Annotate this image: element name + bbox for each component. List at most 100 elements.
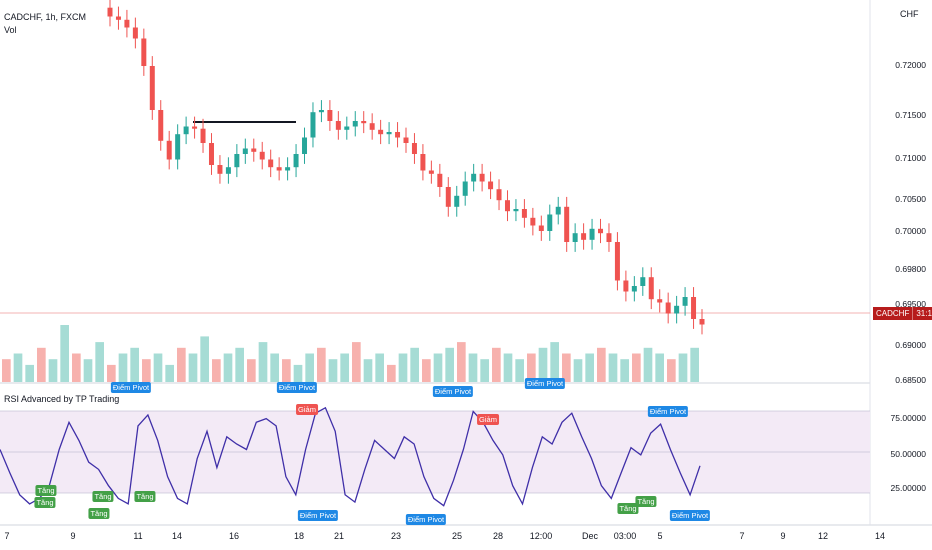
candle-body	[318, 110, 324, 113]
candle-body	[657, 299, 663, 303]
volume-bar	[678, 353, 688, 382]
volume-bar	[72, 353, 81, 382]
candle-body	[369, 123, 375, 130]
volume-bar	[270, 353, 279, 382]
candle-body	[530, 217, 536, 226]
time-tick: 7	[739, 531, 745, 541]
candle-body	[344, 126, 350, 130]
volume-bar	[153, 353, 163, 382]
bullish-tag: Tăng	[635, 496, 657, 507]
volume-bar	[457, 342, 466, 382]
price-tick: 0.72000	[895, 60, 926, 70]
volume-bar	[13, 353, 23, 382]
price-tick: 0.68500	[895, 375, 926, 385]
candle-body	[242, 148, 248, 154]
volume-bar	[293, 364, 303, 382]
volume-bar	[433, 353, 443, 382]
volume-bar	[37, 347, 46, 382]
volume-bar	[538, 347, 548, 382]
bullish-tag: Tăng	[88, 508, 110, 519]
candle-body	[547, 214, 553, 231]
price-badge-symbol: CADCHF	[873, 307, 913, 320]
bullish-tag: Tăng	[34, 497, 56, 508]
volume-bar	[632, 353, 641, 382]
price-tick: 0.70500	[895, 194, 926, 204]
volume-bar	[118, 353, 128, 382]
candle-body	[386, 132, 392, 135]
time-tick: 12:00	[529, 531, 553, 541]
pivot-tag: Điểm Pivot	[432, 386, 474, 397]
candle-body	[166, 140, 172, 160]
volume-bar	[550, 342, 559, 382]
candle-body	[462, 181, 468, 196]
volume-bar	[200, 336, 209, 382]
candle-body	[335, 121, 341, 130]
volume-bar	[352, 342, 361, 382]
pivot-tag: Điểm Pivot	[276, 382, 318, 393]
candle-body	[555, 206, 561, 215]
rsi-series-line	[0, 406, 701, 507]
candles-layer	[107, 0, 705, 335]
candle-body	[699, 319, 705, 325]
candle-body	[521, 209, 527, 218]
volume-bar	[643, 347, 653, 382]
volume-bar	[48, 359, 58, 382]
volume-bar	[60, 325, 69, 382]
candle-body	[691, 297, 697, 319]
time-tick: Dec	[581, 531, 599, 541]
candle-body	[665, 302, 671, 314]
bullish-tag: Tăng	[617, 503, 639, 514]
candle-body	[183, 126, 189, 135]
volume-bar	[387, 364, 396, 382]
volume-bar	[177, 347, 186, 382]
rsi-tick: 50.00000	[890, 449, 926, 459]
candle-body	[454, 195, 460, 207]
candle-body	[107, 7, 113, 17]
bullish-tag: Tăng	[92, 491, 114, 502]
candle-body	[293, 154, 299, 168]
time-tick: 23	[390, 531, 402, 541]
candle-body	[234, 154, 240, 168]
candle-body	[538, 225, 544, 231]
candle-body	[682, 297, 688, 306]
volume-bar	[165, 364, 174, 382]
indicator-title[interactable]: RSI Advanced by TP Trading	[4, 394, 120, 404]
volume-bar	[608, 353, 618, 382]
candle-body	[471, 173, 477, 182]
bearish-tag: Giảm	[477, 414, 499, 425]
volume-bar	[597, 347, 606, 382]
candle-body	[200, 128, 206, 143]
candle-body	[572, 233, 578, 242]
time-tick: 9	[70, 531, 76, 541]
volume-bar	[515, 359, 524, 382]
volume-bar	[247, 359, 256, 382]
volume-bar	[492, 347, 501, 382]
time-tick: 14	[171, 531, 183, 541]
volume-bar	[503, 353, 513, 382]
candle-body	[479, 173, 485, 182]
candle-body	[674, 305, 680, 314]
volume-layer	[2, 325, 699, 382]
volume-bar	[655, 353, 664, 382]
candle-body	[606, 233, 612, 242]
volume-bar	[363, 359, 373, 382]
candle-body	[285, 167, 291, 171]
price-badge-countdown: 31:17	[912, 307, 932, 320]
candle-body	[437, 173, 443, 187]
candle-body	[361, 121, 367, 124]
volume-bar	[142, 359, 151, 382]
candle-body	[623, 280, 629, 292]
candle-body	[352, 121, 358, 127]
volume-bar	[468, 353, 478, 382]
volume-bar	[340, 353, 349, 382]
candle-body	[589, 228, 595, 240]
candle-body	[614, 242, 620, 281]
time-tick: 18	[293, 531, 305, 541]
volume-bar	[223, 353, 233, 382]
volume-bar	[130, 347, 139, 382]
price-tick: 0.71000	[895, 153, 926, 163]
rsi-tick: 75.00000	[890, 413, 926, 423]
candle-body	[268, 159, 274, 168]
candle-body	[192, 126, 198, 129]
